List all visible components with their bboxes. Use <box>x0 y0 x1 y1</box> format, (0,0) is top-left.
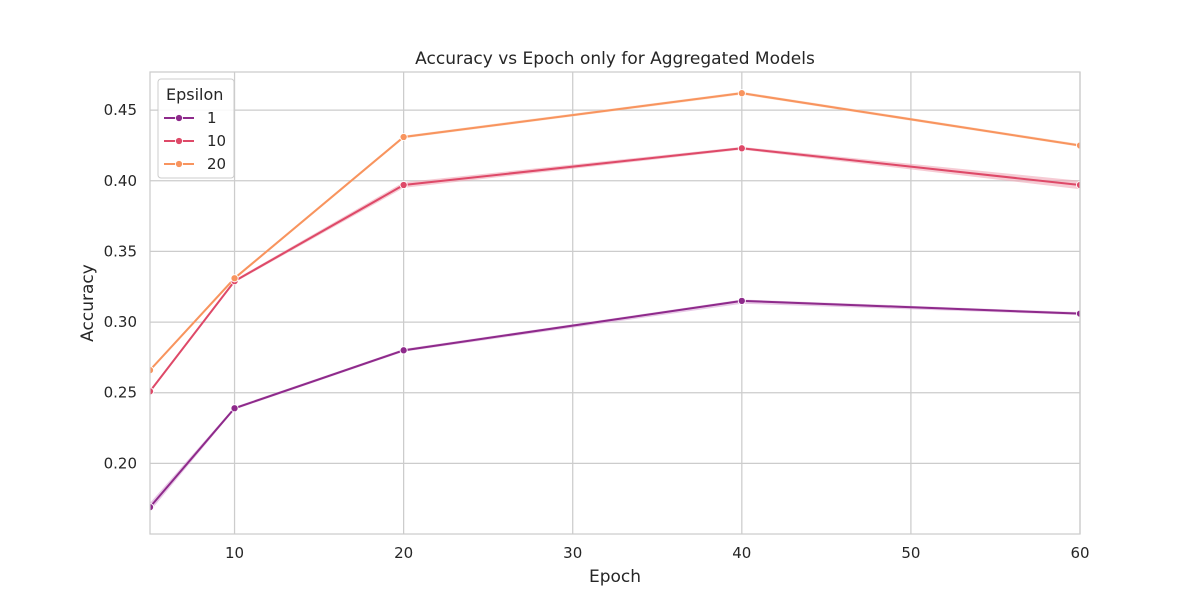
data-point-1 <box>1075 309 1080 318</box>
y-tick-label: 0.40 <box>104 172 137 190</box>
data-point-1 <box>737 296 746 305</box>
data-point-1 <box>399 346 408 355</box>
legend-label: 10 <box>207 132 226 150</box>
plot-frame <box>149 71 1081 535</box>
y-tick-label: 0.25 <box>104 384 137 402</box>
data-point-10 <box>737 144 746 153</box>
series-points <box>150 89 1080 512</box>
x-axis-ticks: 10 20 30 40 50 60 <box>225 544 1090 562</box>
y-tick-label: 0.30 <box>104 313 137 331</box>
y-tick-label: 0.45 <box>104 101 137 119</box>
legend: Epsilon 1 10 20 <box>157 78 235 179</box>
y-axis-ticks: 0.20 0.25 0.30 0.35 0.40 0.45 <box>104 101 137 472</box>
legend-swatch-marker <box>174 113 184 123</box>
data-point-20 <box>399 132 408 142</box>
data-point-10 <box>1075 180 1080 190</box>
data-point-10 <box>150 387 155 396</box>
y-tick-label: 0.35 <box>104 242 137 260</box>
data-point-20 <box>150 366 155 375</box>
data-point-10 <box>399 180 408 190</box>
legend-label: 1 <box>207 109 217 127</box>
legend-label: 20 <box>207 155 226 173</box>
confidence-bands <box>150 91 1080 512</box>
legend-title: Epsilon <box>166 85 223 104</box>
data-point-1 <box>230 404 239 413</box>
data-point-20 <box>230 274 239 283</box>
data-point-20 <box>737 89 746 98</box>
chart-title: Accuracy vs Epoch only for Aggregated Mo… <box>415 49 815 69</box>
x-tick-label: 60 <box>1070 544 1089 562</box>
y-tick-label: 0.20 <box>104 454 137 472</box>
legend-box <box>157 78 235 179</box>
legend-items: 1 10 20 <box>164 109 226 173</box>
x-tick-label: 40 <box>732 544 751 562</box>
legend-swatch-marker <box>174 159 184 169</box>
data-point-20 <box>1075 141 1080 150</box>
x-tick-label: 50 <box>901 544 920 562</box>
x-tick-label: 20 <box>394 544 413 562</box>
x-axis-label: Epoch <box>589 567 641 587</box>
y-axis-label: Accuracy <box>78 264 98 342</box>
data-point-1 <box>150 503 155 512</box>
confidence-band-10 <box>150 146 1080 393</box>
grid <box>150 72 1081 534</box>
legend-swatch-marker <box>174 136 184 146</box>
x-tick-label: 30 <box>563 544 582 562</box>
x-tick-label: 10 <box>225 544 244 562</box>
